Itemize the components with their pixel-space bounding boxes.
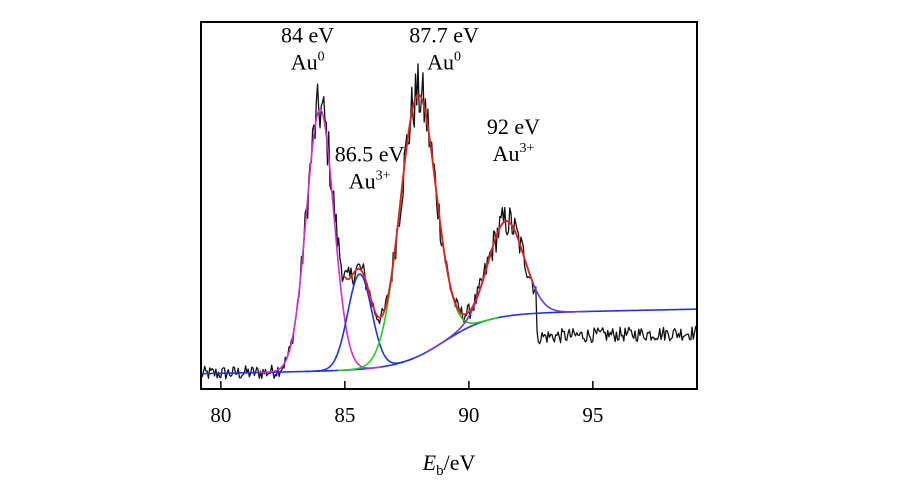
fit-envelope-line [344,93,534,319]
peak-species-label: Au3+ [493,141,535,166]
peak-energy-label: 86.5 eV [335,141,405,166]
x-tick-label: 95 [582,403,603,427]
peak-species-label: Au0 [291,49,325,74]
peak-energy-label: 92 eV [487,114,540,139]
x-axis-label: Eb/eV [422,450,476,479]
x-axis: 80 85 90 95 [210,381,603,427]
peak-species-label: Au3+ [349,168,391,193]
peak-species-label: Au0 [427,49,461,74]
x-axis-label-sub: b [436,463,444,479]
x-tick-label: 85 [334,403,355,427]
peak-energy-label: 84 eV [281,22,334,47]
peak-energy-label: 87.7 eV [409,22,479,47]
x-tick-label: 90 [458,403,479,427]
peak-au0_4f52-line [337,93,499,372]
plot-frame [200,21,698,390]
peak-au3_4f72-line [306,273,414,373]
x-axis-label-main: E [422,450,437,475]
background-line [200,308,698,375]
x-tick-label: 80 [210,403,231,427]
x-axis-label-unit: /eV [444,450,476,475]
peak-au0_4f72-line [258,108,382,374]
plot-area [200,63,698,380]
raw-spectrum-line [200,63,698,380]
